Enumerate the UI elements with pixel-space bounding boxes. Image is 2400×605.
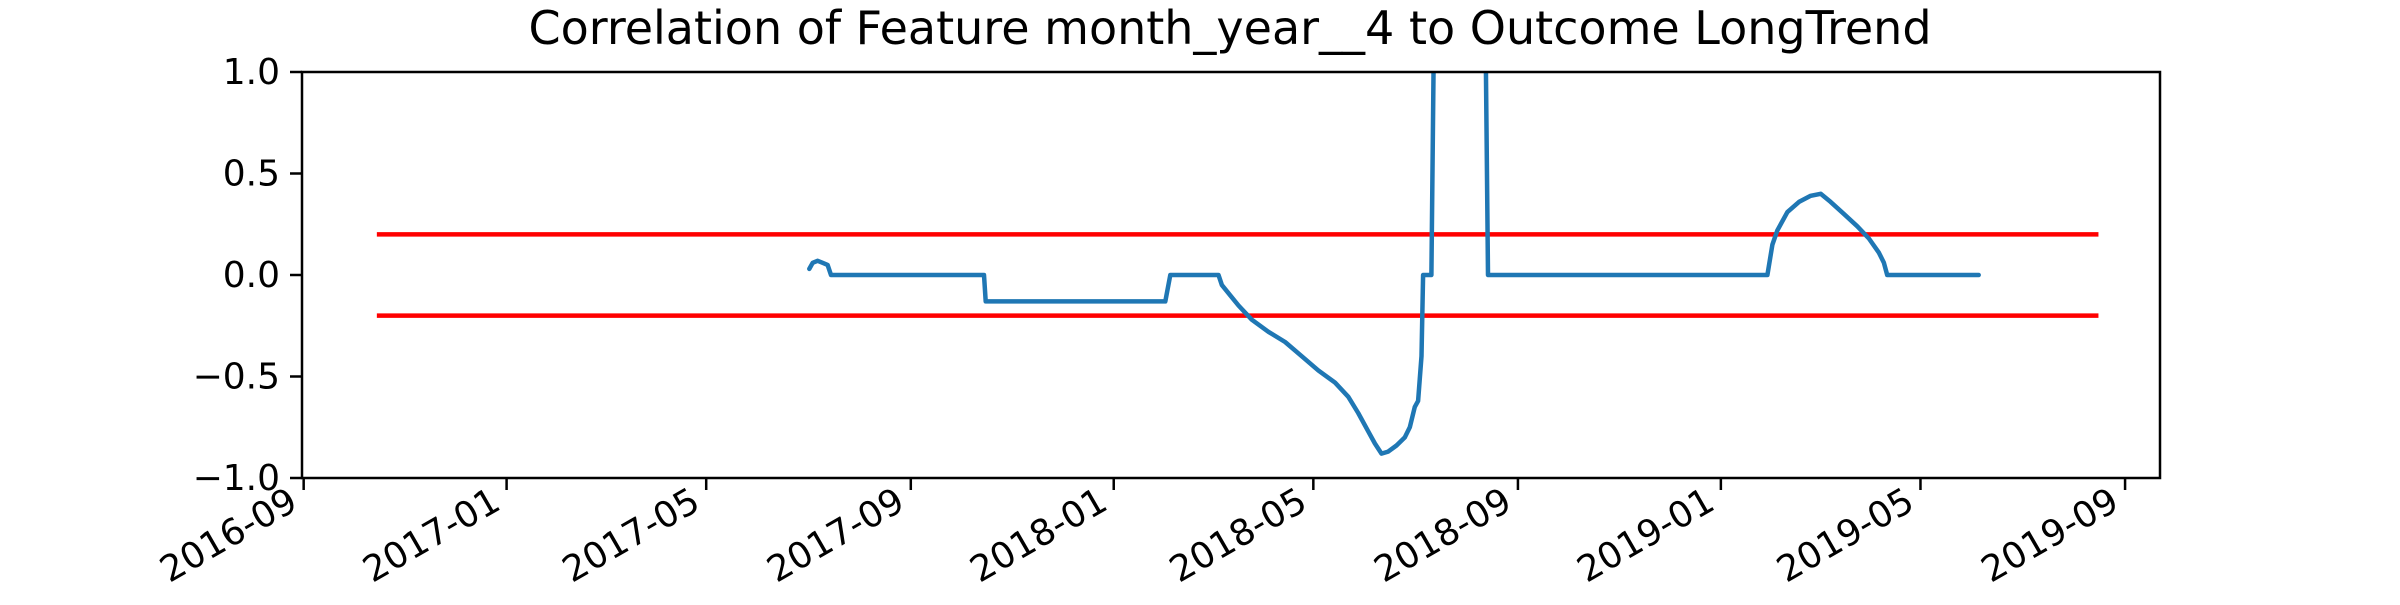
x-tick-label: 2017-01 [356, 480, 507, 591]
x-tick-label: 2017-09 [761, 480, 912, 591]
x-tick-label: 2017-05 [556, 480, 707, 591]
y-tick-label: −1.0 [193, 458, 280, 499]
x-tick-label: 2018-05 [1163, 480, 1314, 591]
plot-frame [300, 70, 2162, 480]
series-line [807, 72, 1981, 456]
x-tick-label: 2018-01 [963, 480, 1114, 591]
y-tick-label: 0.5 [223, 154, 280, 195]
series-layer [807, 72, 1981, 456]
x-tick-label: 2018-09 [1368, 480, 1519, 591]
chart-title: Correlation of Feature month_year__4 to … [528, 1, 1931, 55]
x-tick-label: 2019-05 [1770, 480, 1921, 591]
reference-lines [376, 232, 2099, 318]
y-tick-label: −0.5 [193, 357, 280, 398]
x-axis: 2016-09 2017-01 2017-05 2017-09 2018-01 2018-… [153, 478, 2127, 591]
y-tick-label: 1.0 [223, 52, 280, 93]
y-tick-label: 0.0 [223, 255, 280, 296]
x-tick-label: 2019-01 [1571, 480, 1722, 591]
y-axis: −1.0 −0.5 0.0 0.5 1.0 [193, 52, 302, 499]
x-tick-label: 2019-09 [1975, 480, 2126, 591]
